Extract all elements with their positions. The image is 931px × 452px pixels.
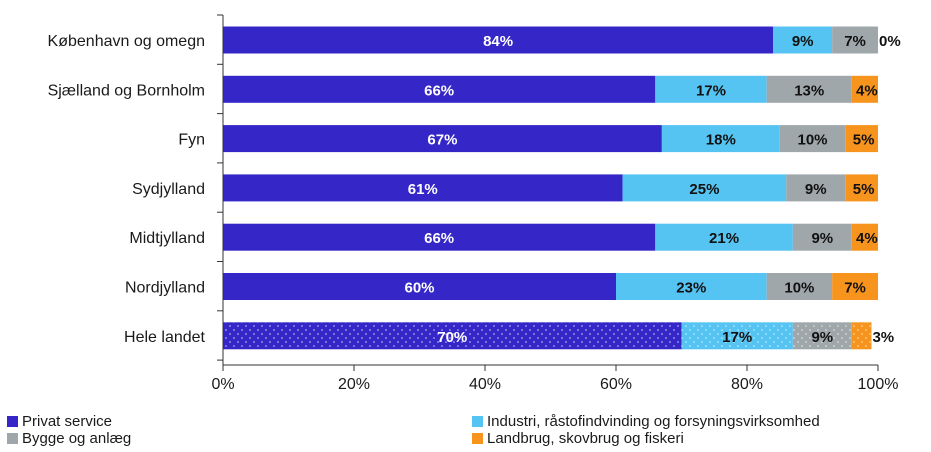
bar-segment-pattern [223,322,682,350]
bar-segment [786,174,846,202]
x-tick-label: 80% [731,376,763,393]
data-label: 9% [805,181,827,198]
legend-left: Privat service Bygge og anlæg [7,413,131,447]
bar-segment [223,223,656,251]
bar-segment [845,174,878,202]
x-tick-label: 40% [469,376,501,393]
bar-segment [832,273,878,300]
data-label: 17% [696,82,726,99]
x-tick-label: 0% [211,376,234,393]
bar-segment [773,26,833,54]
bar-segment-pattern [851,322,872,350]
bar-segment [655,223,793,251]
bar-segment [223,26,774,54]
bar-segment [223,125,662,153]
legend-label: Bygge og anlæg [22,430,132,447]
data-label: 17% [722,329,752,346]
data-label: 67% [427,132,457,149]
bar-segment [223,75,656,103]
data-label: 21% [709,230,739,247]
x-axis: 0% 20% 40% 60% 80% 100% [211,14,899,393]
legend-item-landbrug: Landbrug, skovbrug og fiskeri [472,430,820,447]
data-label: 60% [404,280,434,297]
category-label: Hele landet [124,329,206,346]
bar-segment [779,125,846,153]
data-label: 61% [408,181,438,198]
category-labels: København og omegn Sjælland og Bornholm Fy… [48,33,206,346]
legend-item-bygge-og-anlaeg: Bygge og anlæg [7,430,131,447]
legend-label: Privat service [22,413,113,430]
data-label: 23% [676,280,706,297]
bar-segment [661,125,780,153]
category-label: Sydjylland [132,181,205,198]
legend-label: Industri, råstofindvinding og forsynings… [487,413,820,430]
data-label: 9% [792,33,814,50]
bar-labels-group: 84% 9% 7% 0% 66% 17% 13% 4% 67% 18% 10% 5% 61% 25% 9% 5… [404,33,900,346]
bar-segment [832,26,878,54]
category-label: København og omegn [48,33,205,50]
bar-segment [766,75,852,103]
bar-segment [851,75,878,103]
data-label: 10% [797,132,827,149]
category-label: Sjælland og Bornholm [48,82,205,99]
bar-segment [622,174,787,202]
bar-segment [766,273,833,300]
bar-segment-pattern [792,322,852,350]
category-label: Midtjylland [129,230,205,247]
bar-segment [845,125,878,153]
bar-segment-pattern [681,322,793,350]
legend-right: Industri, råstofindvinding og forsynings… [472,413,820,447]
data-label: 4% [856,82,878,99]
legend-label: Landbrug, skovbrug og fiskeri [487,430,684,447]
data-label: 13% [794,82,824,99]
legend-item-industri: Industri, råstofindvinding og forsynings… [472,413,820,430]
legend-item-privat-service: Privat service [7,413,131,430]
bar-segment [792,223,852,251]
stacked-bar-chart: 84% 9% 7% 0% 66% 17% 13% 4% 67% 18% 10% 5% 61% 25% 9% 5… [48,14,901,393]
x-tick-label: 60% [600,376,632,393]
data-label: 7% [844,33,866,50]
data-label: 66% [424,230,454,247]
data-label: 66% [424,82,454,99]
category-label: Fyn [178,132,205,149]
legend-swatch [7,416,18,427]
data-label: 7% [844,280,866,297]
bar-segment [616,273,767,300]
data-label: 9% [811,230,833,247]
data-label: 25% [689,181,719,198]
x-tick-label: 20% [338,376,370,393]
bar-segment [851,223,878,251]
legend-swatch [7,433,18,444]
data-label: 9% [811,329,833,346]
category-label: Nordjylland [125,280,205,297]
bar-segment [223,174,623,202]
legend-swatch [472,433,483,444]
data-label: 0% [879,33,901,50]
x-tick-label: 100% [858,376,899,393]
data-label: 84% [483,33,513,50]
data-label: 4% [856,230,878,247]
data-label: 18% [706,132,736,149]
legend-swatch [472,416,483,427]
data-label: 5% [853,181,875,198]
data-label: 10% [784,280,814,297]
data-label: 70% [437,329,467,346]
bars-group [223,26,878,350]
bar-segment [223,273,616,300]
data-label: 5% [853,132,875,149]
data-label: 3% [872,329,894,346]
bar-segment [655,75,767,103]
